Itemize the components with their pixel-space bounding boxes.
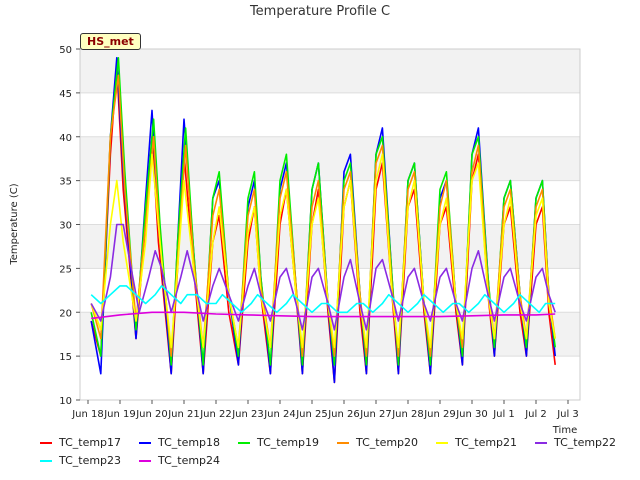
legend-swatch	[238, 441, 250, 444]
y-tick-label: 20	[59, 308, 72, 319]
legend-swatch	[436, 441, 448, 444]
plot-band	[80, 49, 580, 93]
y-tick-label: 50	[59, 45, 72, 56]
legend-swatch	[337, 441, 349, 444]
x-tick-label: Jun 28	[391, 409, 424, 420]
site-badge: HS_met	[80, 33, 141, 50]
legend-item: TC_temp19	[238, 436, 319, 449]
legend-item: TC_temp24	[139, 454, 220, 467]
series-line-tc-temp23	[90, 285, 556, 314]
legend-label: TC_temp20	[356, 436, 419, 449]
legend-label: TC_temp21	[455, 436, 518, 449]
y-tick-label: 45	[59, 89, 72, 100]
x-tick-label: Jun 18	[71, 409, 104, 420]
x-tick-label: Jun 29	[423, 409, 456, 420]
x-tick-label: Jun 23	[231, 409, 264, 420]
legend-swatch	[40, 459, 52, 462]
x-tick-label: Jul 1	[492, 409, 515, 420]
legend-swatch	[535, 441, 547, 444]
legend-swatch	[139, 459, 151, 462]
x-tick-label: Jul 3	[556, 409, 579, 420]
x-axis-title: Time	[552, 425, 577, 436]
plot-band	[80, 136, 580, 181]
x-tick-label: Jun 25	[295, 409, 328, 420]
x-axis-ticks: Jun 18 Jun 19 Jun 20 Jun 21 Jun 22 Jun 23 Jun …	[71, 400, 579, 420]
series-line-tc-temp21	[90, 153, 556, 349]
legend-item: TC_temp17	[40, 436, 121, 449]
legend-label: TC_temp24	[158, 454, 221, 467]
x-tick-label: Jun 22	[199, 409, 232, 420]
x-tick-label: Jul 2	[524, 409, 547, 420]
y-tick-label: 25	[59, 264, 72, 275]
legend-label: TC_temp17	[59, 436, 122, 449]
legend-label: TC_temp22	[554, 436, 617, 449]
y-tick-label: 10	[59, 396, 72, 407]
legend-item: TC_temp18	[139, 436, 220, 449]
legend-item: TC_temp21	[436, 436, 517, 449]
legend-label: TC_temp19	[257, 436, 320, 449]
legend-label: TC_temp18	[158, 436, 221, 449]
chart-title: Temperature Profile C	[249, 4, 390, 19]
y-tick-label: 15	[59, 352, 72, 363]
legend-swatch	[40, 441, 52, 444]
x-tick-label: Jun 19	[103, 409, 136, 420]
x-tick-label: Jun 30	[455, 409, 488, 420]
legend-item: TC_temp22	[535, 436, 616, 449]
x-tick-label: Jun 26	[327, 409, 360, 420]
x-tick-label: Jun 24	[263, 409, 296, 420]
y-axis-title: Temperature (C)	[9, 183, 20, 265]
legend-item: TC_temp20	[337, 436, 418, 449]
legend-item: TC_temp23	[40, 454, 121, 467]
series-line-tc-temp24	[91, 311, 556, 320]
legend-swatch	[139, 441, 151, 444]
legend-label: TC_temp23	[59, 454, 122, 467]
y-axis-ticks: 10 15 20 25 30 35 40 45 50	[59, 45, 80, 407]
x-tick-label: Jun 20	[135, 409, 168, 420]
x-tick-label: Jun 21	[167, 409, 200, 420]
y-tick-label: 30	[59, 221, 72, 232]
plot-band	[80, 224, 580, 269]
y-tick-label: 40	[59, 133, 72, 144]
y-tick-label: 35	[59, 177, 72, 188]
x-tick-label: Jun 27	[359, 409, 392, 420]
series-lines	[90, 56, 556, 384]
